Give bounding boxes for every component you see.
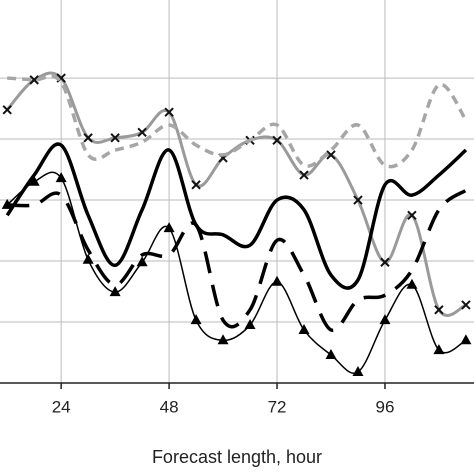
marker [434,305,444,315]
marker [83,133,93,143]
marker [407,210,417,220]
series-line [5,142,468,290]
marker [406,278,418,289]
series-line [7,188,467,332]
marker [353,195,363,205]
marker [326,150,336,160]
x-tick-label: 48 [160,397,179,416]
marker [461,300,471,310]
marker [29,75,39,85]
x-tick-label: 96 [375,397,394,416]
marker [2,105,12,115]
axis-labels: 24 48 72 96 [52,383,394,416]
marker [55,172,67,183]
marker [460,334,472,345]
marker [217,334,229,345]
grid [0,0,474,383]
marker [325,348,337,359]
marker [109,286,121,297]
marker [163,222,175,233]
plot-area [1,71,472,377]
marker [380,257,390,267]
marker [137,127,147,138]
marker [299,170,309,180]
marker [190,314,202,325]
marker [272,135,282,145]
x-tick-label: 24 [52,397,71,416]
marker [28,175,40,186]
marker [379,314,391,325]
marker [352,366,364,377]
series-line [6,71,467,317]
series-line [7,74,468,169]
marker [110,133,120,143]
x-tick-label: 72 [268,397,287,416]
marker [1,198,13,209]
series-line [6,171,467,374]
marker [82,253,94,264]
marker [433,344,445,355]
marker [298,323,310,334]
marker [164,107,174,117]
marker [271,275,283,286]
marker [244,319,256,330]
marker [191,180,201,190]
marker [136,256,148,267]
x-axis-label: Forecast length, hour [152,447,322,467]
